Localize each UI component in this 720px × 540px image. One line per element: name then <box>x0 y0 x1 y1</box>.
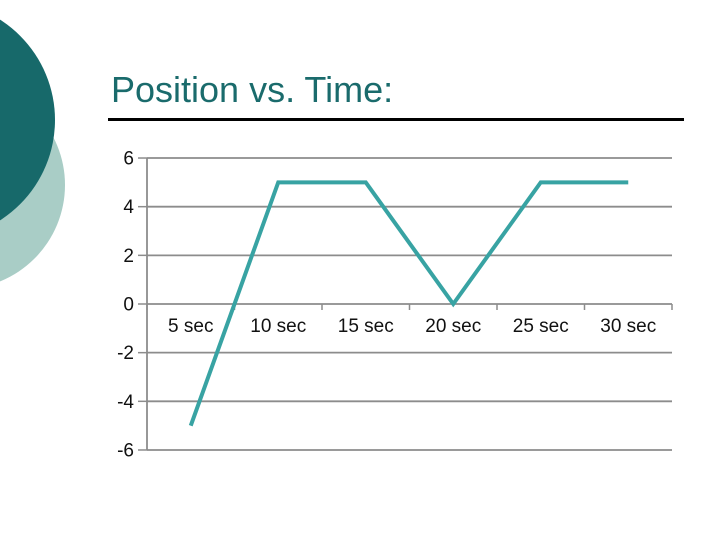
position-line-series <box>188 180 629 427</box>
x-tick-label: 15 sec <box>338 316 394 337</box>
y-tick-label: -6 <box>117 440 134 461</box>
y-tick-label: 2 <box>123 246 134 267</box>
y-tick-label: 4 <box>123 197 134 218</box>
y-tick-label: 6 <box>123 149 134 170</box>
x-tick-label: 30 sec <box>600 316 656 337</box>
x-tick-label: 5 sec <box>168 316 213 337</box>
y-tick-label: -2 <box>117 343 134 364</box>
y-tick-label: 0 <box>123 295 134 316</box>
slide-title: Position vs. Time: <box>111 69 394 110</box>
title-underline-rule <box>108 118 684 121</box>
y-tick-label: -4 <box>117 392 134 413</box>
x-tick-label: 25 sec <box>513 316 569 337</box>
x-tick-label: 20 sec <box>425 316 481 337</box>
x-tick-label: 10 sec <box>250 316 306 337</box>
